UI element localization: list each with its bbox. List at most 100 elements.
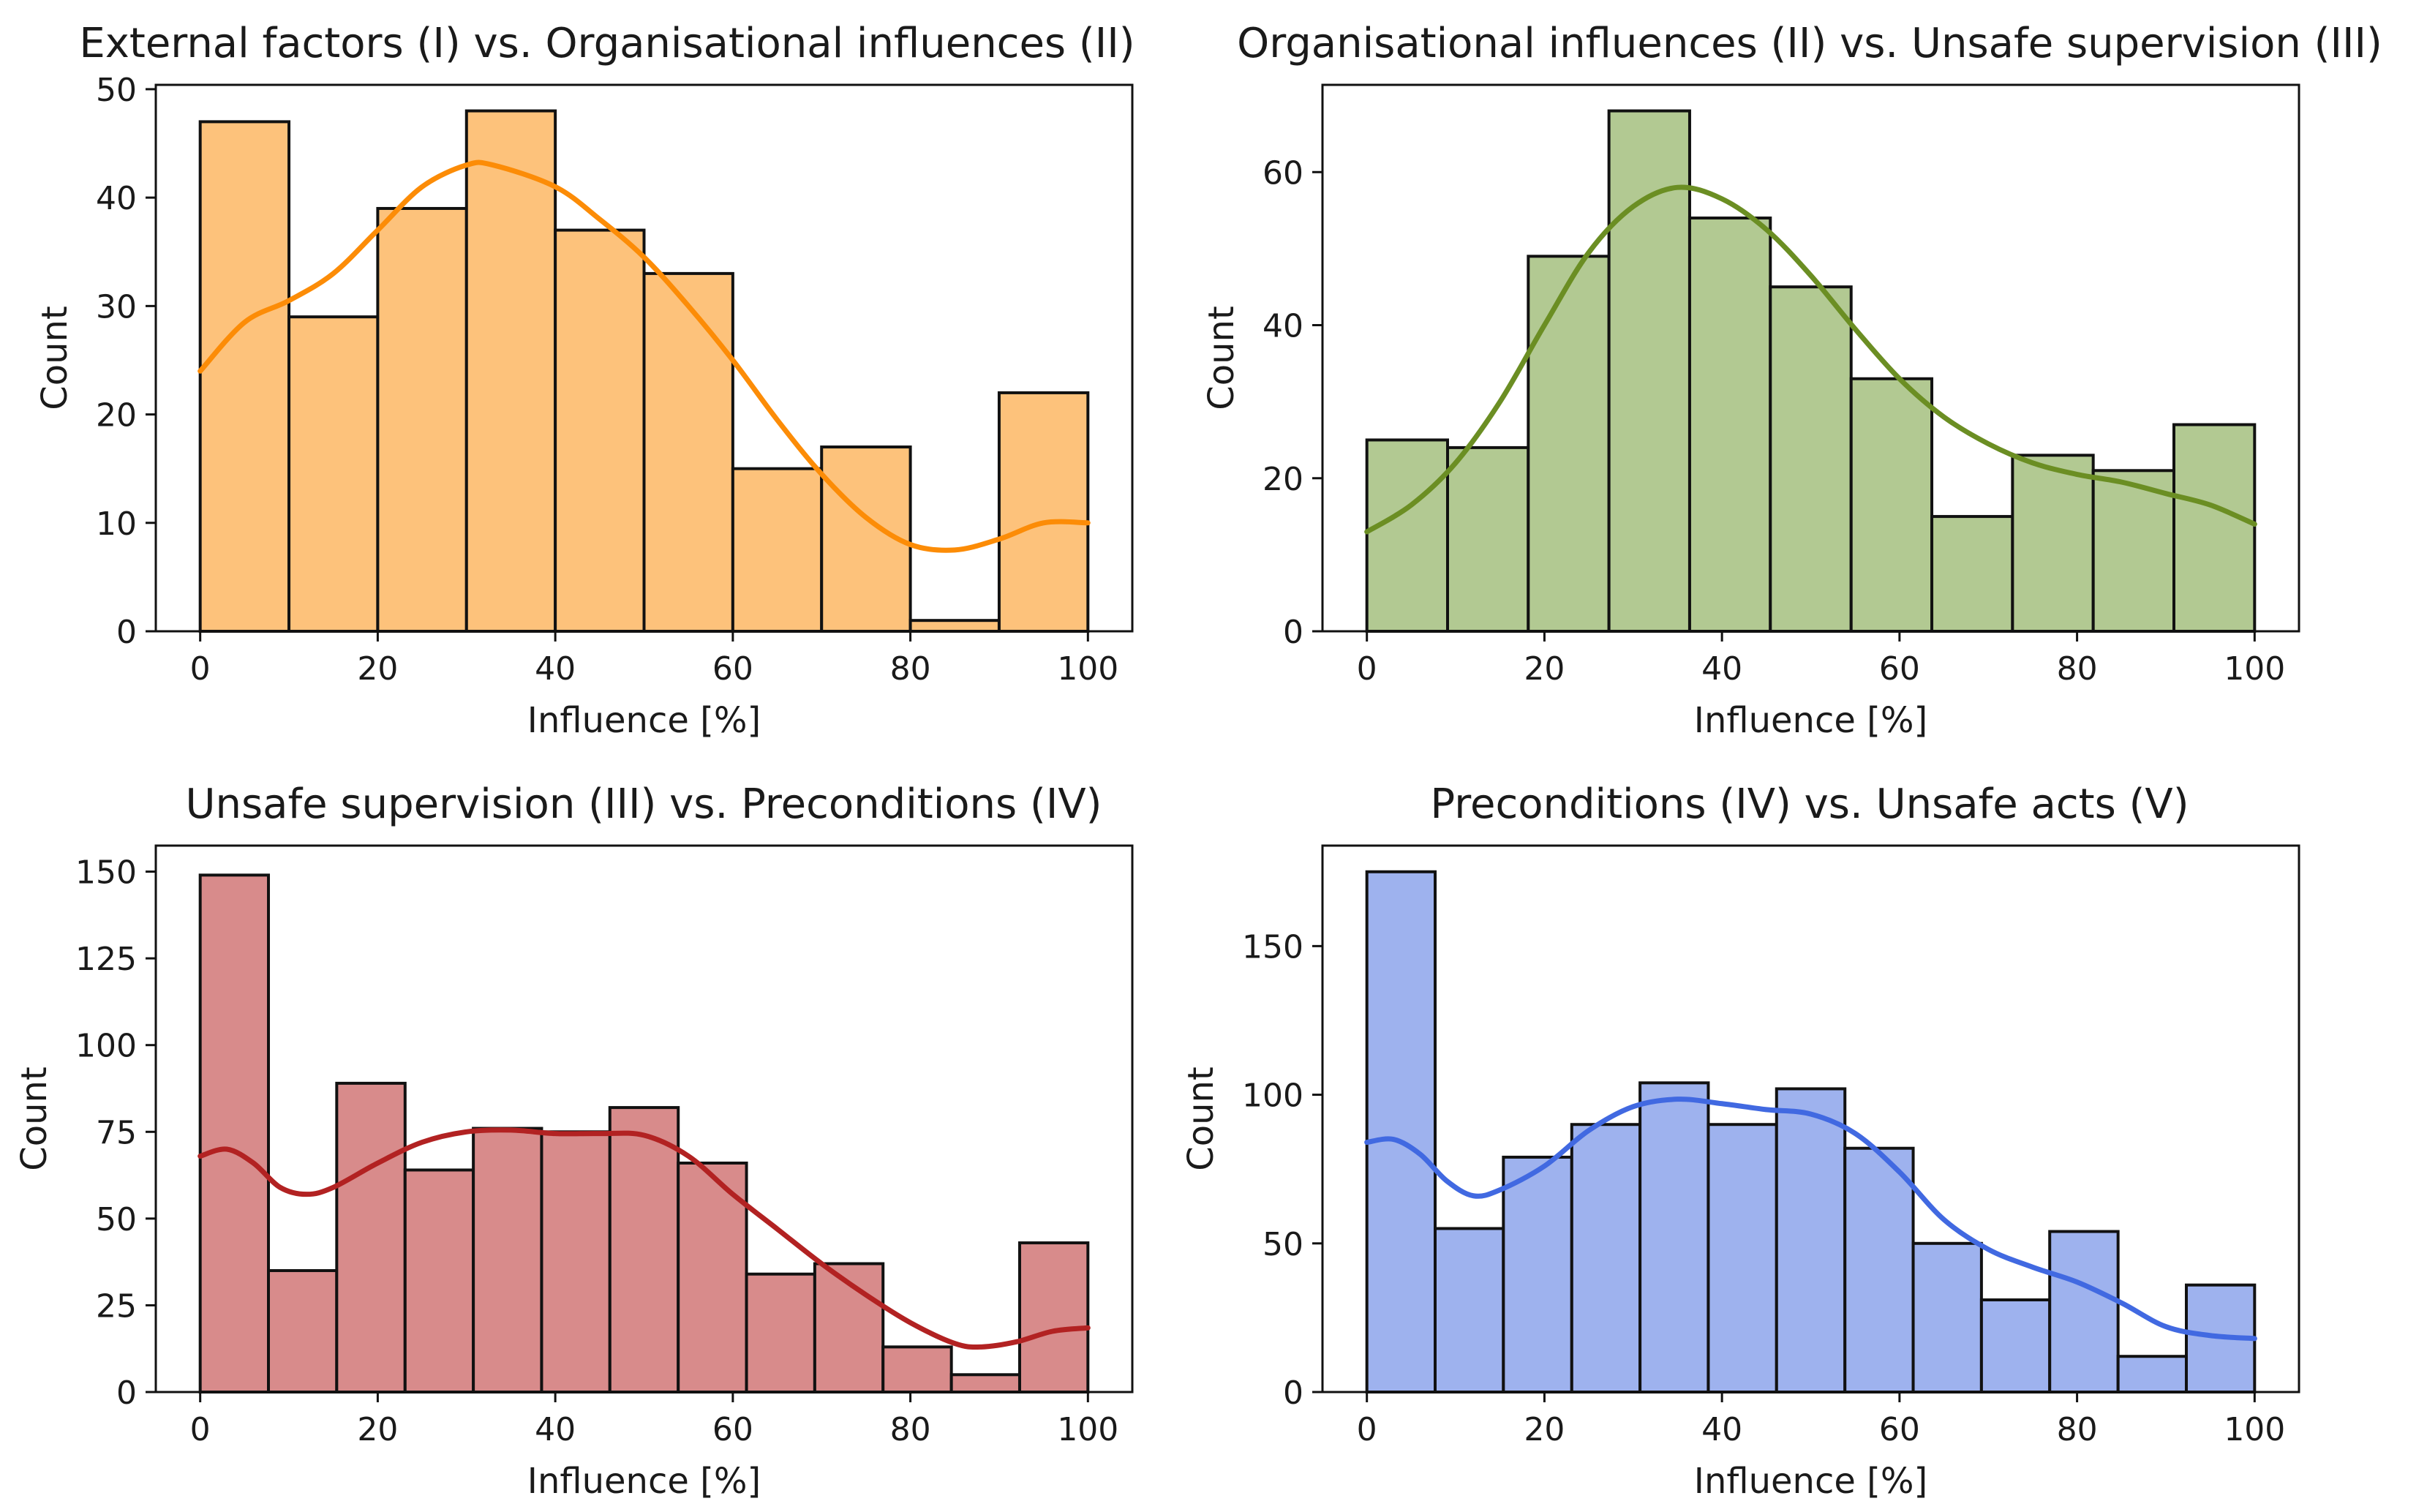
histogram-bars bbox=[198, 873, 1090, 1394]
y-tick-label: 50 bbox=[96, 1201, 137, 1238]
x-axis-label: Influence [%] bbox=[527, 1461, 761, 1502]
histogram-bar bbox=[1911, 1241, 1983, 1394]
chart-title: External factors (I) vs. Organisational … bbox=[79, 20, 1135, 67]
x-axis-label: Influence [%] bbox=[1694, 1461, 1927, 1502]
histogram-bars bbox=[1365, 109, 2257, 633]
histogram-bar bbox=[881, 1345, 953, 1394]
chart-panel-3: 0 20 40 60 80 100 0 25 50 75 100 125 150 Unsafe super… bbox=[14, 781, 1134, 1502]
histogram-bar bbox=[1446, 445, 1530, 633]
histogram-bar bbox=[1979, 1298, 2052, 1393]
x-tick-label: 100 bbox=[2224, 1411, 2285, 1448]
y-tick-label: 125 bbox=[75, 941, 137, 978]
chart-title: Unsafe supervision (III) vs. Preconditio… bbox=[185, 781, 1102, 828]
histogram-bar bbox=[2172, 423, 2257, 633]
plot-frame bbox=[1321, 844, 2300, 1393]
x-tick-label: 80 bbox=[2057, 1411, 2098, 1448]
histogram-bar bbox=[554, 228, 646, 633]
x-tick-label: 20 bbox=[1524, 1411, 1565, 1448]
x-tick-label: 100 bbox=[1057, 1411, 1118, 1448]
histogram-bar bbox=[1687, 217, 1772, 633]
histogram-bar bbox=[1434, 1227, 1505, 1393]
histogram-bar bbox=[1930, 515, 2014, 633]
x-tick-label: 40 bbox=[535, 1411, 576, 1448]
histogram-bar bbox=[1365, 438, 1450, 633]
histogram-bar bbox=[376, 206, 468, 633]
y-tick-label: 100 bbox=[1242, 1077, 1303, 1115]
histogram-bar bbox=[677, 1161, 748, 1393]
chart-panel-4: 0 20 40 60 80 100 0 50 100 150 Preconditions (IV) … bbox=[1181, 781, 2300, 1502]
histogram-bar bbox=[745, 1272, 816, 1393]
x-axis-label: Influence [%] bbox=[1694, 700, 1927, 741]
histogram-bar bbox=[2048, 1230, 2120, 1394]
y-axis-label: Count bbox=[14, 1067, 55, 1171]
histogram-bar bbox=[731, 467, 824, 633]
x-tick-label: 60 bbox=[1879, 650, 1920, 688]
x-tick-label: 20 bbox=[357, 650, 398, 688]
x-tick-label: 60 bbox=[712, 1411, 753, 1448]
histogram-bar bbox=[403, 1168, 475, 1393]
y-tick-label: 25 bbox=[96, 1287, 137, 1325]
x-tick-label: 80 bbox=[890, 650, 931, 688]
y-tick-label: 0 bbox=[116, 1374, 137, 1412]
histogram-bar bbox=[1843, 1146, 1915, 1393]
histogram-bar bbox=[198, 873, 271, 1394]
y-tick-label: 150 bbox=[1242, 928, 1303, 966]
chart-panel-2: 0 20 40 60 80 100 0 20 40 60 Organisational influe… bbox=[1201, 20, 2382, 741]
x-axis-label: Influence [%] bbox=[527, 700, 761, 741]
histogram-bar bbox=[1527, 255, 1611, 633]
histogram-bar bbox=[287, 315, 380, 633]
y-tick-label: 150 bbox=[75, 854, 137, 892]
y-tick-label: 20 bbox=[1263, 461, 1303, 498]
histogram-bar bbox=[2011, 454, 2095, 633]
histogram-bar bbox=[540, 1130, 612, 1394]
histogram-bar bbox=[1502, 1155, 1573, 1394]
x-tick-label: 0 bbox=[190, 1411, 211, 1448]
x-tick-label: 60 bbox=[712, 650, 753, 688]
histogram-bar bbox=[908, 619, 1001, 633]
y-tick-label: 10 bbox=[96, 505, 137, 543]
plot-frame bbox=[1321, 83, 2300, 633]
histogram-bar bbox=[198, 120, 291, 633]
y-tick-label: 75 bbox=[96, 1114, 137, 1151]
kde-curve bbox=[197, 159, 1091, 553]
y-axis-label: Count bbox=[1181, 1067, 1222, 1171]
x-tick-label: 100 bbox=[1057, 650, 1118, 688]
x-tick-label: 60 bbox=[1879, 1411, 1920, 1448]
y-tick-label: 40 bbox=[1263, 308, 1303, 345]
y-tick-label: 50 bbox=[1263, 1226, 1303, 1263]
chart-panel-1: 0 20 40 60 80 100 0 10 20 30 40 50 External factors … bbox=[34, 20, 1135, 741]
histogram-bar bbox=[1769, 285, 1853, 633]
x-tick-label: 80 bbox=[2057, 650, 2098, 688]
chart-title: Organisational influences (II) vs. Unsaf… bbox=[1237, 20, 2382, 67]
histogram-bar bbox=[1017, 1241, 1090, 1393]
plot-frame bbox=[154, 844, 1134, 1393]
y-tick-label: 40 bbox=[96, 180, 137, 217]
y-axis-label: Count bbox=[1201, 306, 1242, 410]
y-tick-label: 0 bbox=[1283, 614, 1303, 651]
x-tick-label: 0 bbox=[1357, 650, 1377, 688]
histogram-bar bbox=[949, 1373, 1021, 1394]
y-tick-label: 60 bbox=[1263, 154, 1303, 192]
kde-curve bbox=[1364, 184, 2257, 535]
y-tick-label: 0 bbox=[1283, 1374, 1303, 1412]
histogram-bar bbox=[1849, 377, 1934, 633]
histogram-bar bbox=[1638, 1081, 1710, 1393]
y-tick-label: 0 bbox=[116, 614, 137, 651]
chart-title: Preconditions (IV) vs. Unsafe acts (V) bbox=[1430, 781, 2189, 828]
histogram-bar bbox=[642, 271, 734, 633]
x-tick-label: 40 bbox=[1701, 650, 1742, 688]
plot-frame bbox=[154, 83, 1134, 633]
histogram-bar bbox=[472, 1127, 543, 1393]
x-tick-label: 0 bbox=[1357, 1411, 1377, 1448]
histogram-bar bbox=[2091, 469, 2175, 633]
histogram-bar bbox=[335, 1081, 407, 1394]
histogram-bar bbox=[267, 1269, 339, 1393]
x-tick-label: 100 bbox=[2224, 650, 2285, 688]
x-tick-label: 80 bbox=[890, 1411, 931, 1448]
histogram-bar bbox=[1707, 1123, 1778, 1393]
y-tick-label: 50 bbox=[96, 72, 137, 109]
histogram-bar bbox=[1365, 870, 1437, 1394]
histogram-bar bbox=[2116, 1355, 2188, 1394]
histogram-bar bbox=[1775, 1087, 1847, 1393]
